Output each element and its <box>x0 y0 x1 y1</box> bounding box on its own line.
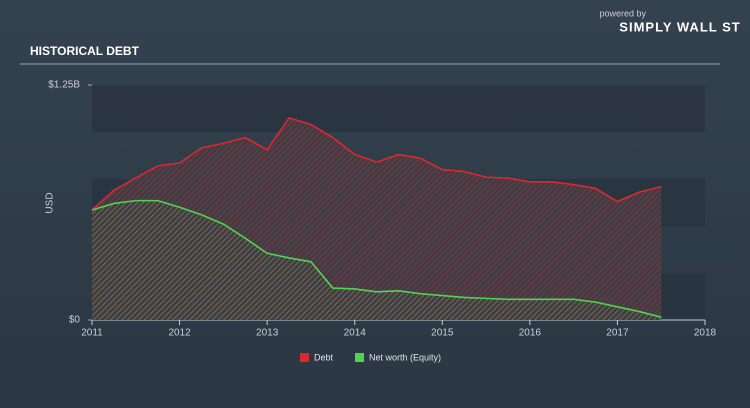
brand-powered: powered by <box>599 8 646 18</box>
legend-swatch <box>300 353 309 362</box>
chart-title: HISTORICAL DEBT <box>30 44 140 58</box>
grid-band <box>92 85 705 132</box>
legend-label: Net worth (Equity) <box>369 352 441 362</box>
y-tick-label: $0 <box>69 315 81 326</box>
brand-name: SIMPLY WALL ST <box>619 19 740 34</box>
series-line <box>91 199 662 318</box>
legend-label: Debt <box>314 352 334 362</box>
x-tick-label: 2014 <box>344 328 367 339</box>
x-tick-label: 2015 <box>431 328 454 339</box>
x-tick-label: 2016 <box>519 328 542 339</box>
x-tick-label: 2012 <box>168 328 191 339</box>
series-line <box>91 116 662 211</box>
y-axis-label: USD <box>45 192 56 213</box>
x-tick-label: 2018 <box>694 328 717 339</box>
x-tick-label: 2011 <box>81 328 103 339</box>
legend-swatch <box>355 353 365 362</box>
x-tick-label: 2017 <box>606 328 629 339</box>
area-fill <box>92 200 662 320</box>
y-tick-label: $1.25B <box>48 80 80 91</box>
x-tick-label: 2013 <box>256 328 279 339</box>
